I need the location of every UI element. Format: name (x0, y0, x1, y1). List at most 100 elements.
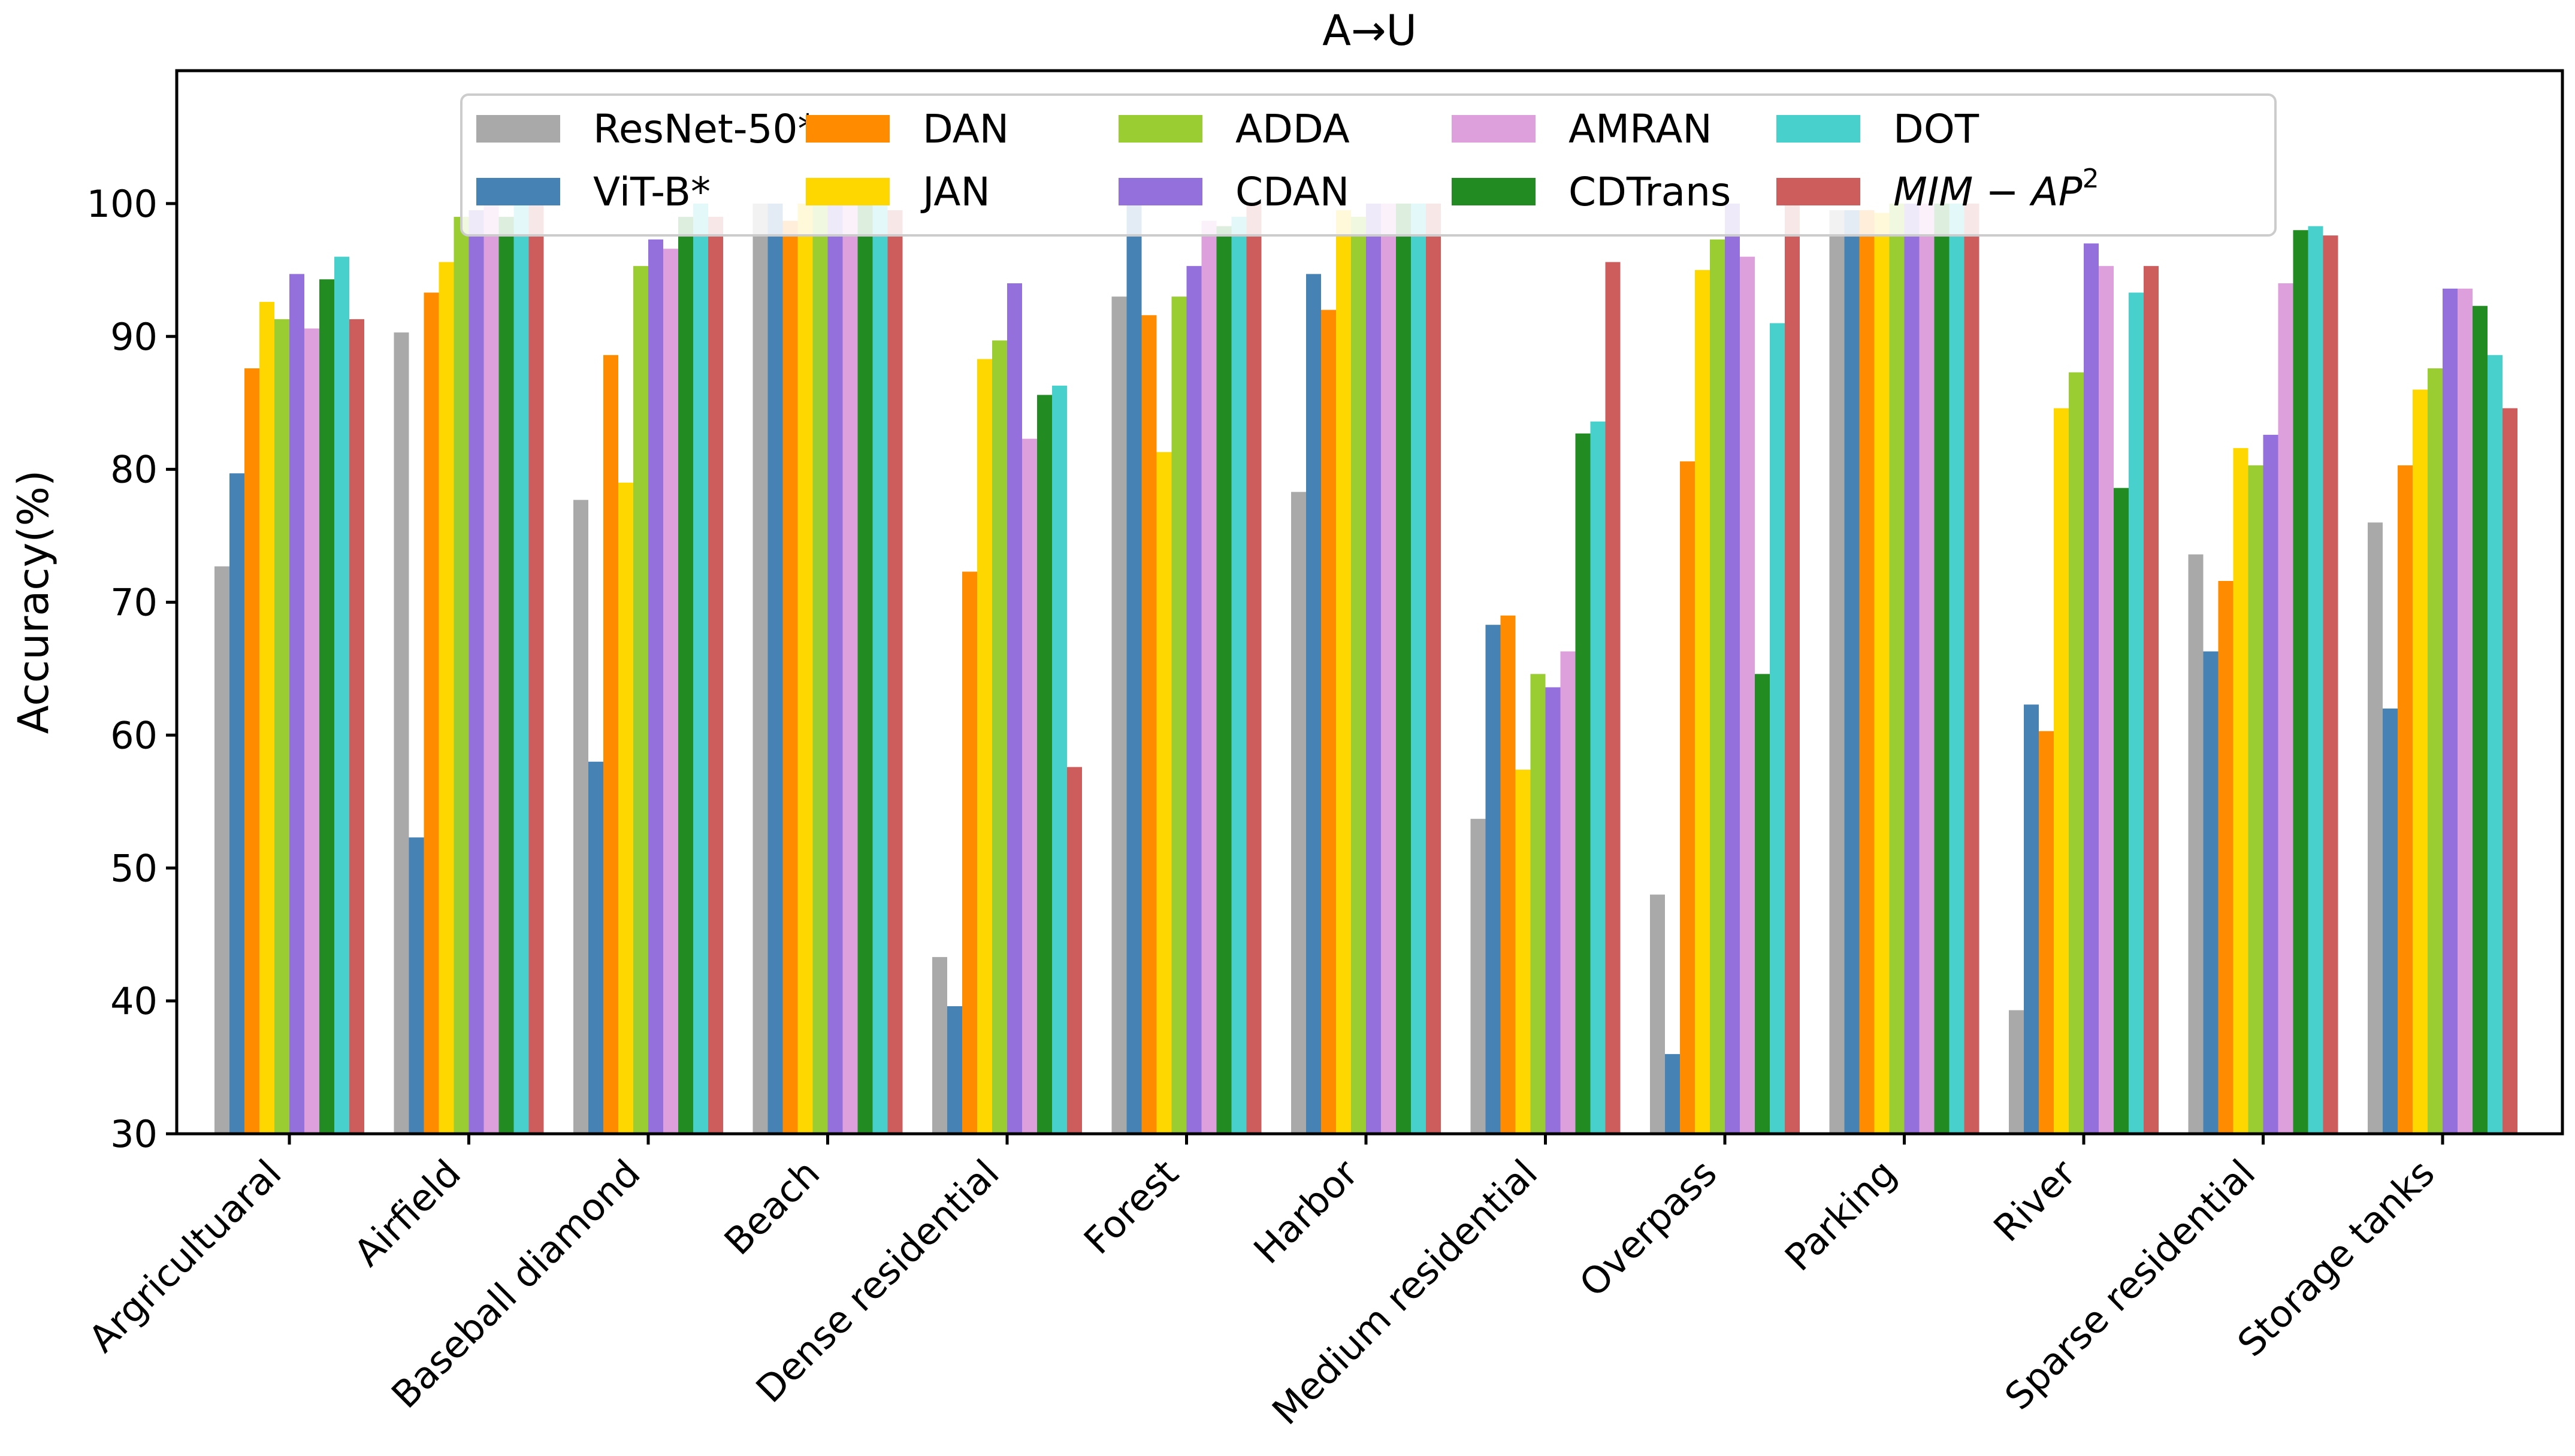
bar-mim-ap-1 (349, 319, 364, 1134)
bars-group (214, 203, 2517, 1134)
x-tick-label: Forest (1075, 1151, 1187, 1263)
y-axis: 30 40 50 60 70 80 90 100 (87, 182, 177, 1156)
bar-dot-4 (872, 203, 888, 1134)
bar-adda-12 (2248, 465, 2263, 1134)
bar-dot-5 (1052, 385, 1067, 1134)
bar-vit-b-8 (1485, 625, 1501, 1134)
y-tick-label: 100 (87, 182, 158, 226)
legend-swatch (1452, 178, 1536, 205)
legend-item: ResNet-50* (476, 106, 818, 152)
bar-mim-ap-3 (708, 217, 723, 1134)
legend-swatch (1119, 178, 1202, 205)
bar-cdan-4 (827, 203, 843, 1134)
bar-vit-b-3 (588, 761, 603, 1134)
legend-label: MIM − AP2 (1893, 164, 2099, 215)
bar-cdtrans-11 (2114, 488, 2129, 1134)
bar-dan-3 (603, 355, 618, 1134)
bar-dan-10 (1859, 210, 1875, 1134)
bar-mim-ap-8 (1605, 262, 1621, 1134)
bar-resnet-50-13 (2368, 522, 2383, 1134)
bar-dot-12 (2308, 226, 2323, 1134)
bar-adda-3 (633, 266, 648, 1134)
bar-adda-10 (1889, 203, 1905, 1134)
bar-resnet-50-12 (2188, 554, 2204, 1134)
bar-jan-1 (259, 302, 274, 1134)
bar-resnet-50-5 (932, 956, 947, 1134)
bar-cdtrans-7 (1396, 203, 1411, 1134)
legend-swatch (806, 115, 890, 143)
x-tick-label: Harbor (1245, 1151, 1367, 1273)
bar-adda-8 (1530, 674, 1546, 1134)
bar-jan-9 (1695, 270, 1710, 1134)
bar-dan-8 (1500, 615, 1516, 1134)
bar-dan-13 (2398, 465, 2413, 1134)
bar-dot-9 (1770, 323, 1785, 1134)
bar-mim-ap-5 (1067, 767, 1082, 1134)
bar-jan-5 (977, 359, 992, 1134)
bar-cdan-10 (1904, 203, 1920, 1134)
bar-vit-b-9 (1665, 1054, 1680, 1134)
x-tick-label: River (1985, 1151, 2084, 1251)
bar-cdan-7 (1366, 203, 1381, 1134)
legend-swatch (1776, 178, 1860, 205)
bar-vit-b-5 (947, 1006, 962, 1134)
bar-adda-5 (992, 340, 1007, 1134)
bar-cdan-3 (648, 239, 663, 1134)
legend-label: CDAN (1235, 169, 1349, 215)
bar-cdtrans-8 (1575, 433, 1591, 1134)
bar-cdan-9 (1725, 203, 1740, 1134)
bar-dot-8 (1590, 421, 1606, 1134)
bar-adda-11 (2069, 372, 2084, 1134)
bar-dan-6 (1141, 315, 1157, 1134)
bar-jan-12 (2233, 448, 2248, 1134)
y-tick-label: 90 (110, 315, 158, 359)
y-tick-label: 60 (110, 713, 158, 757)
legend-item: MIM − AP2 (1776, 164, 2099, 215)
bar-resnet-50-8 (1470, 819, 1486, 1134)
bar-cdan-13 (2443, 288, 2458, 1134)
y-tick-label: 70 (110, 581, 158, 625)
bar-dan-7 (1321, 310, 1336, 1134)
bar-adda-2 (454, 217, 469, 1134)
bar-amran-5 (1022, 438, 1037, 1134)
bar-cdtrans-5 (1037, 395, 1052, 1134)
legend-item: JAN (806, 169, 990, 215)
legend-item: DAN (806, 106, 1009, 152)
bar-vit-b-13 (2383, 709, 2398, 1134)
bar-resnet-50-11 (2009, 1010, 2024, 1134)
bar-amran-9 (1740, 256, 1755, 1134)
bar-mim-ap-12 (2323, 235, 2338, 1134)
legend-swatch (476, 178, 560, 205)
bar-resnet-50-4 (752, 203, 768, 1134)
bar-resnet-50-6 (1111, 296, 1127, 1134)
bar-dan-12 (2218, 581, 2234, 1134)
x-tick-label: Argricultuaral (80, 1151, 290, 1361)
legend-swatch (1119, 115, 1202, 143)
bar-adda-13 (2428, 368, 2443, 1134)
legend-item: CDTrans (1452, 169, 1731, 215)
bar-dan-4 (782, 220, 798, 1134)
bar-dot-11 (2129, 292, 2144, 1134)
legend-item: ADDA (1119, 106, 1350, 152)
bar-jan-13 (2413, 389, 2428, 1134)
bar-cdan-1 (289, 274, 304, 1134)
legend-label: ADDA (1235, 106, 1350, 152)
bar-dot-7 (1411, 203, 1426, 1134)
legend-label: JAN (920, 169, 990, 215)
bar-jan-4 (797, 203, 813, 1134)
bar-vit-b-10 (1844, 210, 1860, 1134)
bar-dot-2 (513, 203, 529, 1134)
bar-dot-1 (334, 256, 349, 1134)
bar-dot-3 (693, 203, 708, 1134)
x-tick-label: Airfield (346, 1151, 469, 1275)
bar-resnet-50-9 (1650, 894, 1665, 1134)
bar-cdtrans-12 (2293, 230, 2308, 1134)
bar-mim-ap-13 (2503, 408, 2517, 1134)
bar-adda-1 (274, 319, 289, 1134)
bar-vit-b-7 (1306, 274, 1321, 1134)
bar-dot-6 (1231, 217, 1247, 1134)
bar-jan-8 (1515, 770, 1531, 1134)
bar-adda-6 (1171, 296, 1187, 1134)
bar-amran-7 (1381, 203, 1396, 1134)
